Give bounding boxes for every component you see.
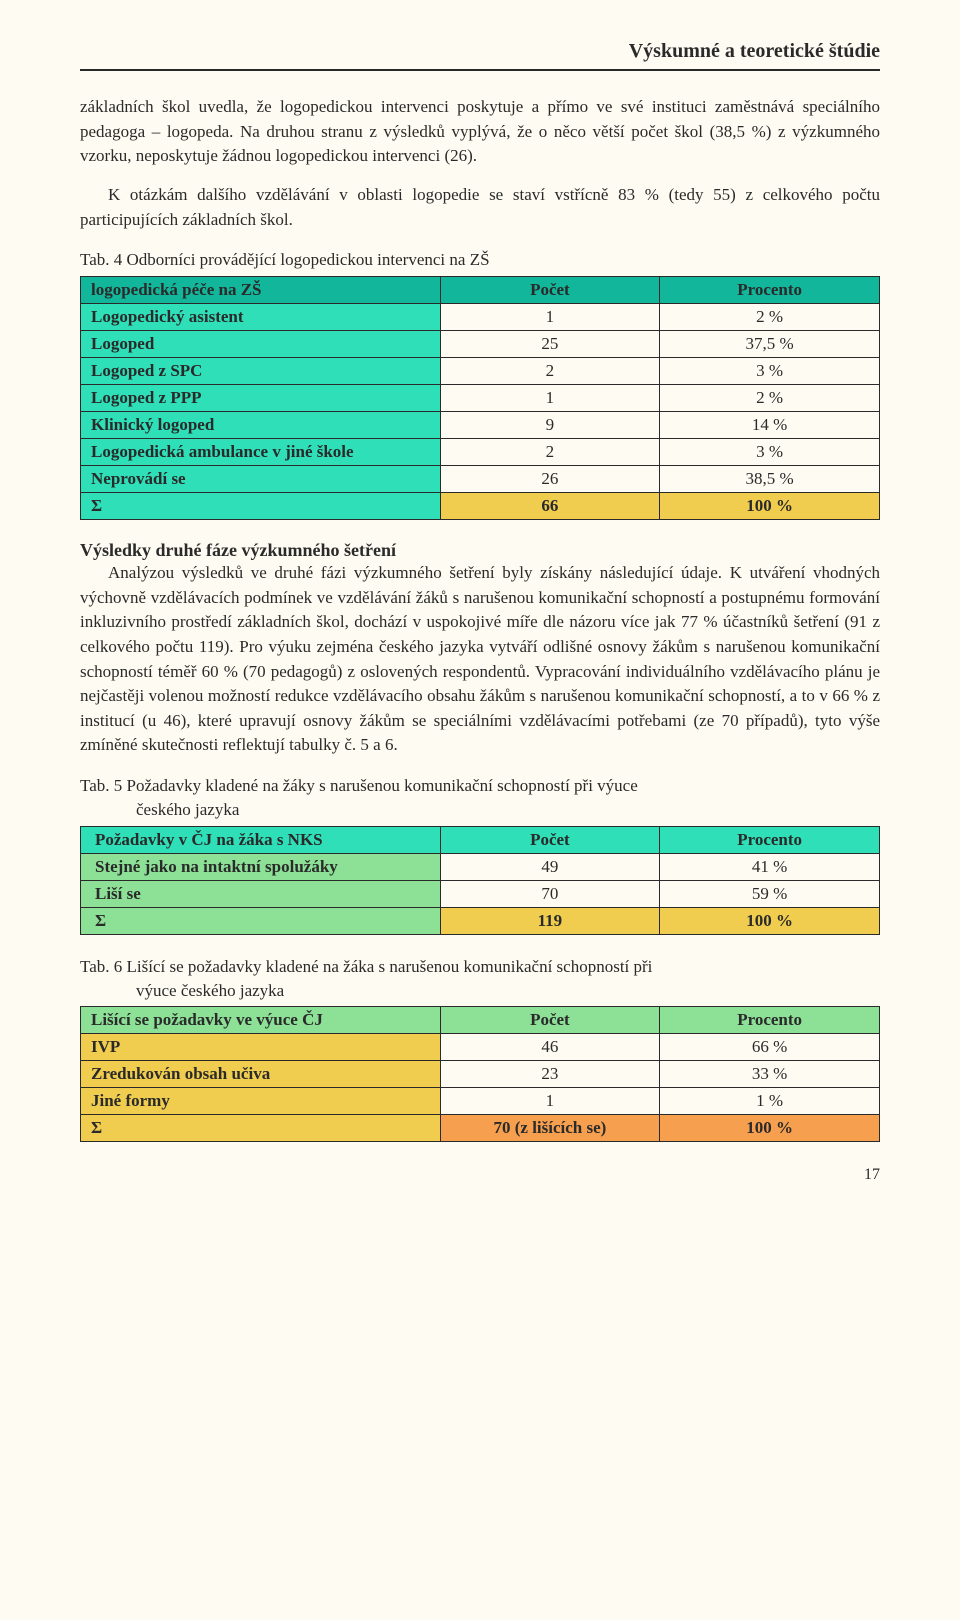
- row-label: Logopedický asistent: [81, 304, 441, 331]
- row-count: 25: [440, 331, 660, 358]
- sum-row: Σ66100 %: [81, 493, 880, 520]
- table4-head-row: logopedická péče na ZŠ Počet Procento: [81, 277, 880, 304]
- table-row: Liší se7059 %: [81, 880, 880, 907]
- row-percent: 3 %: [660, 358, 880, 385]
- row-percent: 41 %: [660, 853, 880, 880]
- table6-col2: Procento: [660, 1007, 880, 1034]
- row-label: Jiné formy: [81, 1088, 441, 1115]
- row-percent: 66 %: [660, 1034, 880, 1061]
- table6-caption: Tab. 6 Lišící se požadavky kladené na žá…: [80, 955, 880, 1003]
- table5-col2: Procento: [660, 826, 880, 853]
- sum-percent: 100 %: [660, 1115, 880, 1142]
- table4-col2: Procento: [660, 277, 880, 304]
- row-count: 2: [440, 358, 660, 385]
- table6-head-row: Lišící se požadavky ve výuce ČJ Počet Pr…: [81, 1007, 880, 1034]
- sum-count: 119: [440, 907, 660, 934]
- paragraph-2: K otázkám dalšího vzdělávání v oblasti l…: [80, 183, 880, 232]
- row-count: 1: [440, 385, 660, 412]
- row-percent: 33 %: [660, 1061, 880, 1088]
- row-count: 49: [440, 853, 660, 880]
- row-label: Logoped z PPP: [81, 385, 441, 412]
- row-count: 46: [440, 1034, 660, 1061]
- row-label: Logoped: [81, 331, 441, 358]
- sum-percent: 100 %: [660, 493, 880, 520]
- header-rule: [80, 69, 880, 71]
- sum-label: Σ: [81, 1115, 441, 1142]
- sum-row: Σ119100 %: [81, 907, 880, 934]
- sum-label: Σ: [81, 493, 441, 520]
- row-percent: 2 %: [660, 385, 880, 412]
- table5-head-row: Požadavky v ČJ na žáka s NKS Počet Proce…: [81, 826, 880, 853]
- row-label: IVP: [81, 1034, 441, 1061]
- row-label: Logoped z SPC: [81, 358, 441, 385]
- row-percent: 3 %: [660, 439, 880, 466]
- table4-caption: Tab. 4 Odborníci provádějící logopedicko…: [80, 248, 880, 272]
- row-count: 9: [440, 412, 660, 439]
- table6-caption-sub: výuce českého jazyka: [80, 979, 880, 1003]
- row-label: Klinický logoped: [81, 412, 441, 439]
- table6-col1: Počet: [440, 1007, 660, 1034]
- table5-col1: Počet: [440, 826, 660, 853]
- sum-row: Σ70 (z lišících se)100 %: [81, 1115, 880, 1142]
- table-row: Logoped z SPC23 %: [81, 358, 880, 385]
- row-percent: 59 %: [660, 880, 880, 907]
- table5-caption: Tab. 5 Požadavky kladené na žáky s naruš…: [80, 774, 880, 822]
- paragraph-3: Analýzou výsledků ve druhé fázi výzkumné…: [80, 561, 880, 758]
- table4-col1: Počet: [440, 277, 660, 304]
- row-count: 1: [440, 1088, 660, 1115]
- row-percent: 1 %: [660, 1088, 880, 1115]
- row-count: 2: [440, 439, 660, 466]
- row-percent: 2 %: [660, 304, 880, 331]
- section2-title: Výsledky druhé fáze výzkumného šetření: [80, 540, 880, 561]
- table-row: Jiné formy11 %: [81, 1088, 880, 1115]
- sum-count: 70 (z lišících se): [440, 1115, 660, 1142]
- sum-percent: 100 %: [660, 907, 880, 934]
- row-label: Logopedická ambulance v jiné škole: [81, 439, 441, 466]
- table-row: Logopedický asistent12 %: [81, 304, 880, 331]
- row-count: 1: [440, 304, 660, 331]
- row-label: Neprovádí se: [81, 466, 441, 493]
- table-row: Stejné jako na intaktní spolužáky4941 %: [81, 853, 880, 880]
- table-row: Neprovádí se2638,5 %: [81, 466, 880, 493]
- row-label: Stejné jako na intaktní spolužáky: [81, 853, 441, 880]
- table-row: Zredukován obsah učiva2333 %: [81, 1061, 880, 1088]
- sum-label: Σ: [81, 907, 441, 934]
- row-percent: 14 %: [660, 412, 880, 439]
- row-label: Zredukován obsah učiva: [81, 1061, 441, 1088]
- table-row: Logoped z PPP12 %: [81, 385, 880, 412]
- table5: Požadavky v ČJ na žáka s NKS Počet Proce…: [80, 826, 880, 935]
- table5-caption-sub: českého jazyka: [80, 798, 880, 822]
- row-count: 23: [440, 1061, 660, 1088]
- table5-col0: Požadavky v ČJ na žáka s NKS: [81, 826, 441, 853]
- page-number: 17: [80, 1166, 880, 1184]
- table4: logopedická péče na ZŠ Počet Procento Lo…: [80, 276, 880, 520]
- table-row: Logoped2537,5 %: [81, 331, 880, 358]
- table-row: Logopedická ambulance v jiné škole23 %: [81, 439, 880, 466]
- table-row: IVP4666 %: [81, 1034, 880, 1061]
- table-row: Klinický logoped914 %: [81, 412, 880, 439]
- table6-caption-main: Tab. 6 Lišící se požadavky kladené na žá…: [80, 957, 652, 976]
- table4-col0: logopedická péče na ZŠ: [81, 277, 441, 304]
- table6: Lišící se požadavky ve výuce ČJ Počet Pr…: [80, 1006, 880, 1142]
- row-count: 26: [440, 466, 660, 493]
- row-label: Liší se: [81, 880, 441, 907]
- row-count: 70: [440, 880, 660, 907]
- table5-caption-main: Tab. 5 Požadavky kladené na žáky s naruš…: [80, 776, 638, 795]
- row-percent: 37,5 %: [660, 331, 880, 358]
- table6-col0: Lišící se požadavky ve výuce ČJ: [81, 1007, 441, 1034]
- sum-count: 66: [440, 493, 660, 520]
- running-head: Výskumné a teoretické štúdie: [80, 40, 880, 63]
- paragraph-1: základních škol uvedla, že logopedickou …: [80, 95, 880, 169]
- row-percent: 38,5 %: [660, 466, 880, 493]
